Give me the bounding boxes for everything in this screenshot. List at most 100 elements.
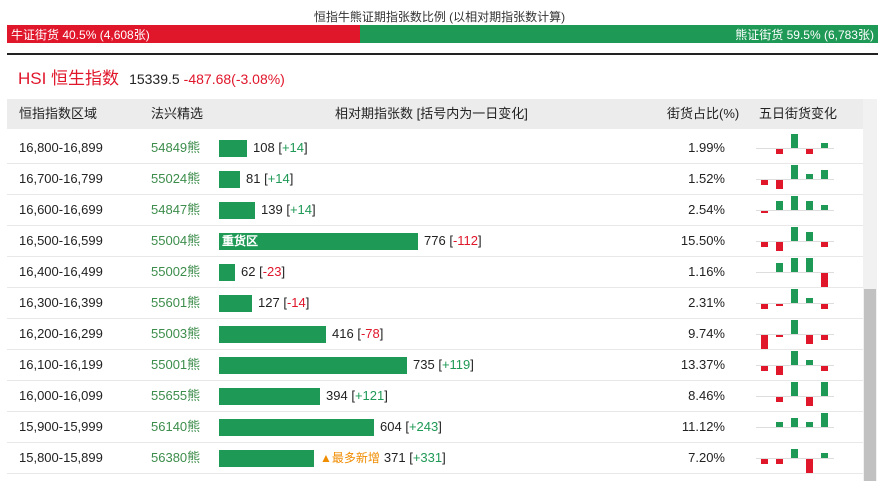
five-day-bar [776,397,783,402]
column-header-stock: 法兴精选 [151,106,204,121]
five-day-sparkline [755,257,835,288]
five-day-bar [776,459,783,464]
warrant-code-link[interactable]: 55601熊 [151,295,201,310]
contracts-count: ▲最多新增 371 [+331] [320,450,446,465]
daily-change: -14 [286,295,306,310]
contracts-count: 604 [+243] [380,419,442,434]
share-percent: 1.16% [688,264,725,279]
five-day-bar [791,196,798,210]
table-row: 15,700-15,799 [7,474,863,481]
five-day-sparkline [755,226,835,257]
daily-change: -78 [360,326,380,341]
index-range: 15,700-15,799 [19,474,103,481]
table-header: 恒指指数区域 法兴精选 相对期指张数 [括号内为一日变化] 街货占比(%) 五日… [7,99,863,129]
sparkline-baseline [756,210,834,211]
five-day-bar [761,335,768,349]
warrant-code-link[interactable]: 54849熊 [151,140,201,155]
scrollbar[interactable] [863,99,877,481]
five-day-bar [776,335,783,337]
table-body[interactable]: 16,800-16,899 54849熊 108 [+14] 1.99% 16,700-… [7,130,863,481]
column-header-five-day: 五日街货变化 [759,106,838,121]
index-change: -487.68(-3.08%) [183,71,285,87]
contracts-value: 127 [258,295,280,310]
warrant-code-link[interactable]: 56380熊 [151,450,201,465]
daily-change: +14 [267,171,290,186]
sparkline-baseline [756,303,834,304]
five-day-sparkline [755,288,835,319]
bull-ratio-segment: 牛证街货 40.5% (4,608张) [7,25,360,43]
five-day-bar [806,258,813,272]
index-range: 16,200-16,299 [19,326,103,341]
five-day-bar [761,211,768,213]
contracts-value: 139 [261,202,283,217]
five-day-bar [791,320,798,334]
header-divider [7,53,878,55]
five-day-bar [776,201,783,210]
five-day-bar [776,180,783,189]
five-day-sparkline [755,474,835,481]
warrant-code-link[interactable]: 55001熊 [151,357,201,372]
five-day-bar [806,397,813,406]
five-day-bar [776,422,783,427]
contracts-count: 735 [+119] [413,357,474,372]
warrant-code-link[interactable]: 56140熊 [151,419,201,434]
contracts-bar [219,450,314,467]
index-range: 16,100-16,199 [19,357,103,372]
warrant-code-link[interactable]: 54847熊 [151,202,201,217]
five-day-bar [806,360,813,365]
warrant-code-link[interactable]: 55002熊 [151,264,201,279]
five-day-bar [821,382,828,396]
five-day-bar [806,201,813,210]
five-day-bar [776,242,783,251]
share-percent: 13.37% [680,357,725,372]
contracts-value: 62 [241,264,256,279]
contracts-count: 394 [+121] [326,388,388,403]
daily-change: +14 [281,140,304,155]
five-day-bar [821,205,828,210]
contracts-bar [219,140,247,157]
contracts-count: 62 [-23] [241,264,286,279]
five-day-sparkline [755,164,835,195]
column-header-count: 相对期指张数 [括号内为一日变化] [335,106,528,121]
table-row: 15,800-15,899 56380熊 ▲最多新增 371 [+331] 7.20% [7,443,863,474]
five-day-sparkline [755,350,835,381]
share-percent: 2.54% [688,202,725,217]
five-day-sparkline [755,412,835,443]
share-percent: 1.52% [688,171,725,186]
five-day-bar [791,258,798,272]
warrant-code-link[interactable]: 55655熊 [151,388,201,403]
share-percent: 1.99% [688,140,725,155]
contracts-value: 776 [424,233,446,248]
page-title: 恒指牛熊证期指张数比例 (以相对期指张数计算) [313,10,566,24]
warrant-code-link[interactable]: 55003熊 [151,326,201,341]
five-day-bar [791,134,798,148]
index-name: HSI 恒生指数 [18,69,120,88]
five-day-sparkline [755,381,835,412]
contracts-bar [219,419,374,436]
five-day-bar [821,413,828,427]
five-day-sparkline [755,319,835,350]
contracts-count: 416 [-78] [332,326,384,341]
scrollbar-thumb[interactable] [864,289,876,481]
five-day-bar [821,304,828,309]
table-row: 16,400-16,499 55002熊 62 [-23] 1.16% [7,257,863,288]
contracts-bar [219,171,240,188]
five-day-bar [791,351,798,365]
share-percent: 2.31% [688,295,725,310]
five-day-sparkline [755,133,835,164]
sparkline-baseline [756,179,834,180]
contracts-count: 139 [+14] [261,202,316,217]
five-day-bar [791,382,798,396]
index-range: 15,800-15,899 [19,450,103,465]
bear-ratio-segment: 熊证街货 59.5% (6,783张) [359,25,878,43]
five-day-bar [791,165,798,179]
sparkline-baseline [756,458,834,459]
contracts-count: 127 [-14] [258,295,310,310]
warrant-code-link[interactable]: 55024熊 [151,171,201,186]
index-range: 16,400-16,499 [19,264,103,279]
contracts-bar [219,202,255,219]
table-row: 16,200-16,299 55003熊 416 [-78] 9.74% [7,319,863,350]
table-row: 16,000-16,099 55655熊 394 [+121] 8.46% [7,381,863,412]
contracts-value: 81 [246,171,261,186]
warrant-code-link[interactable]: 55004熊 [151,233,201,248]
